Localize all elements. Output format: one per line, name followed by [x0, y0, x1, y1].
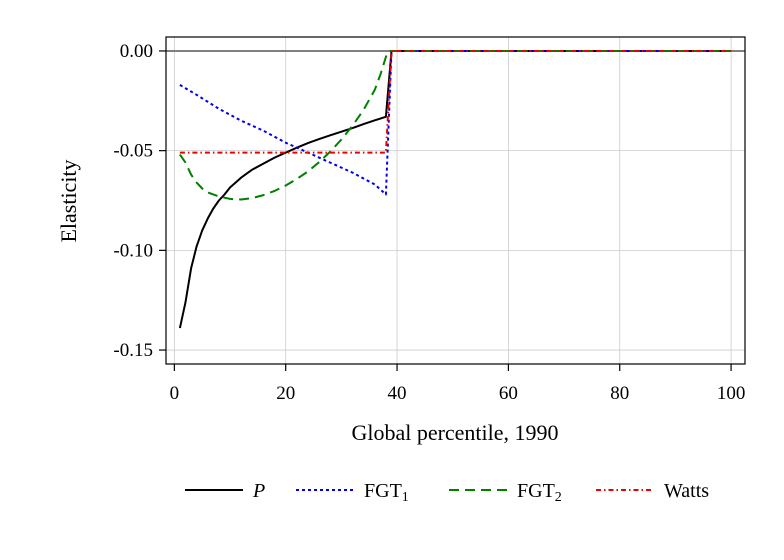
x-tick-label-2: 40: [388, 383, 407, 404]
series-line-0: [178, 50, 732, 329]
x-tick-label-4: 80: [610, 383, 629, 404]
x-tick-label-3: 60: [499, 383, 518, 404]
y-axis-ticks: 0.00 -0.05 -0.10 -0.15: [113, 41, 166, 361]
y-tick-label-1: -0.05: [113, 141, 153, 162]
legend: P FGT1 FGT2 Watts: [185, 480, 709, 505]
legend-label-0: P: [252, 480, 265, 502]
x-axis-ticks: 0 20 40 60 80 100: [170, 364, 746, 404]
plot-frame: [165, 36, 746, 365]
series-line-2: [179, 50, 732, 201]
x-tick-label-1: 20: [276, 383, 295, 404]
y-axis-label: Elasticity: [56, 159, 81, 242]
x-axis-label: Global percentile, 1990: [351, 420, 558, 445]
x-tick-label-5: 100: [717, 383, 746, 404]
legend-label-1: FGT1: [364, 480, 409, 505]
y-tick-label-2: -0.10: [113, 240, 153, 261]
x-tick-label-0: 0: [170, 383, 180, 404]
y-tick-label-0: 0.00: [120, 41, 153, 62]
legend-label-2: FGT2: [517, 480, 562, 505]
series-line-3: [179, 50, 732, 154]
series-lines: [178, 50, 732, 329]
legend-label-3: Watts: [664, 480, 709, 502]
y-tick-label-3: -0.15: [113, 340, 153, 361]
